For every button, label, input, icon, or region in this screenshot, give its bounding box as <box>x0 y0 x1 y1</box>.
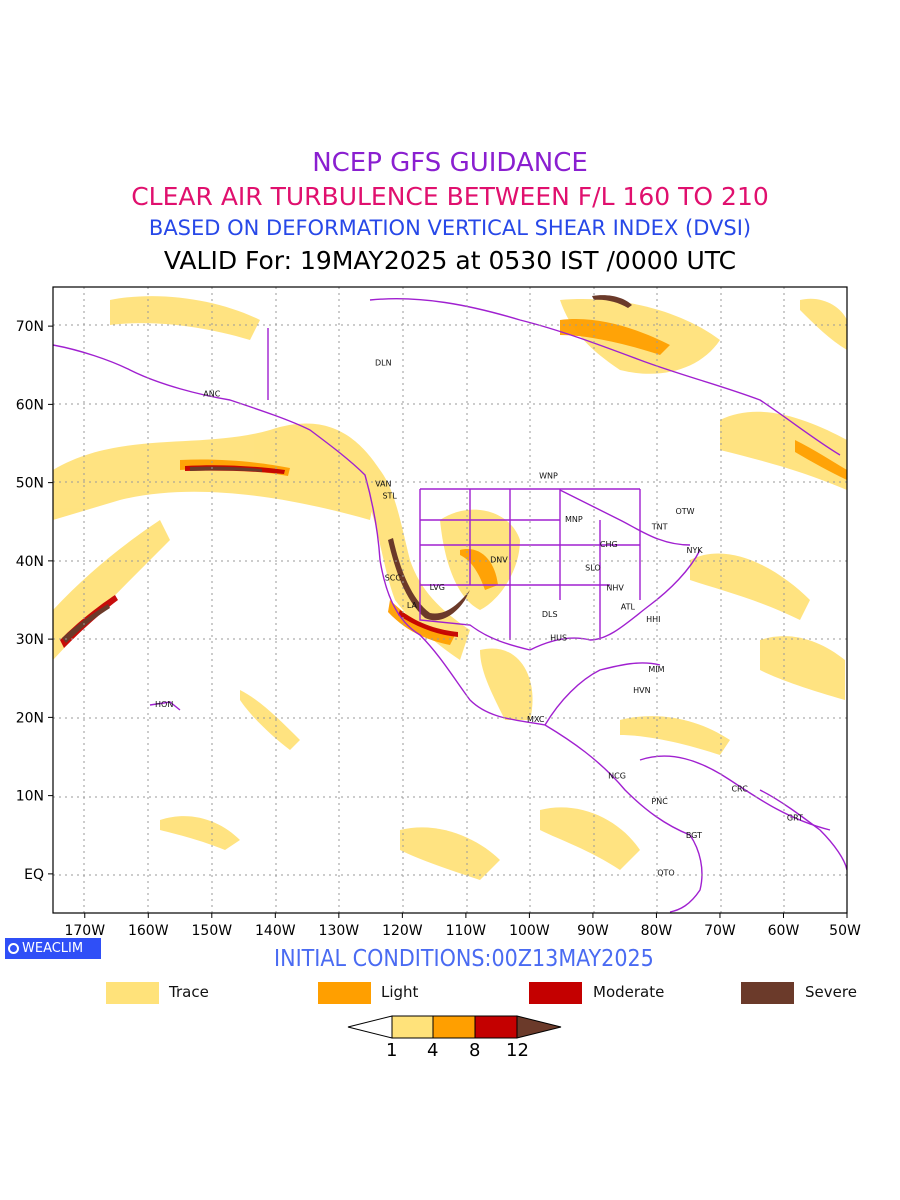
station-label-bgt: BGT <box>686 831 702 840</box>
station-label-crc: CRC <box>731 785 748 794</box>
station-label-otw: OTW <box>675 507 694 516</box>
lat-label: 20N <box>16 710 44 726</box>
station-label-tnt: TNT <box>651 523 668 532</box>
station-label-atl: ATL <box>621 602 636 611</box>
station-label-hus: HUS <box>550 634 567 643</box>
legend-label-trace: Trace <box>169 983 209 1001</box>
legend-swatch-severe <box>741 982 794 1004</box>
station-label-slo: SLO <box>585 563 601 572</box>
lon-label: 120W <box>382 923 423 939</box>
station-label-pnc: PNC <box>651 797 668 806</box>
station-label-nhv: NHV <box>606 584 624 593</box>
station-label-wnp: WNP <box>539 472 558 481</box>
lat-label: 60N <box>16 397 44 413</box>
lon-label: 150W <box>192 923 233 939</box>
station-label-mxc: MXC <box>527 715 545 724</box>
legend-label-severe: Severe <box>805 983 857 1001</box>
colorbar-low-arrow <box>347 1015 393 1039</box>
lat-label: 30N <box>16 632 44 648</box>
weaclim-logo: WEACLIM <box>5 938 101 959</box>
colorbar-tick-1: 1 <box>386 1040 398 1061</box>
lon-label: 70W <box>704 923 736 939</box>
legend-swatch-trace <box>106 982 159 1004</box>
title-line-3: BASED ON DEFORMATION VERTICAL SHEAR INDE… <box>148 216 752 240</box>
lon-label: 110W <box>446 923 487 939</box>
map-background <box>53 287 847 913</box>
station-label-ncg: NCG <box>608 771 626 780</box>
station-label-grt: GRT <box>787 814 803 823</box>
lat-label: EQ <box>24 867 44 883</box>
station-label-dls: DLS <box>542 610 558 619</box>
colorbar-tick-4: 4 <box>427 1040 439 1061</box>
station-label-stl: STL <box>382 491 397 500</box>
latitude-axis: 70N 60N 50N 40N 30N 20N 10N EQ <box>16 319 53 883</box>
initial-conditions: INITIAL CONDITIONS:00Z13MAY2025 <box>274 946 654 972</box>
station-label-scc: SCC <box>385 573 402 582</box>
station-label-van: VAN <box>375 480 391 489</box>
station-label-dnv: DNV <box>490 555 508 564</box>
station-label-hvn: HVN <box>633 686 650 695</box>
lat-label: 40N <box>16 554 44 570</box>
lon-label: 100W <box>509 923 550 939</box>
colorbar-light <box>432 1015 476 1039</box>
legend-label-moderate: Moderate <box>593 983 665 1001</box>
logo-text: WEACLIM <box>22 941 84 956</box>
station-label-hon: HON <box>155 700 173 709</box>
lon-label: 60W <box>768 923 800 939</box>
lat-label: 70N <box>16 319 44 335</box>
longitude-axis: 170W 160W 150W 140W 130W 120W 110W 100W 90W 80W 70… <box>64 913 861 939</box>
legend-label-light: Light <box>381 983 419 1001</box>
colorbar-tick-8: 8 <box>469 1040 481 1061</box>
lat-label: 10N <box>16 789 44 805</box>
station-label-lvg: LVG <box>430 583 445 592</box>
station-label-dln: DLN <box>375 358 392 367</box>
lon-label: 140W <box>255 923 296 939</box>
station-label-hhi: HHI <box>646 615 660 624</box>
lat-label: 50N <box>16 476 44 492</box>
station-label-nyk: NYK <box>686 546 703 555</box>
title-line-2: CLEAR AIR TURBULENCE BETWEEN F/L 160 TO … <box>131 182 769 211</box>
colorbar-severe-arrow <box>516 1015 562 1039</box>
lon-label: 130W <box>319 923 360 939</box>
colorbar-trace <box>391 1015 434 1039</box>
legend-swatch-light <box>318 982 371 1004</box>
lon-label: 160W <box>128 923 169 939</box>
station-labels: ANC DLN VAN STL WNP MNP OTW TNT CHG NYK DNV SLO SCC L… <box>155 358 803 877</box>
lon-label: 170W <box>64 923 105 939</box>
station-label-la: LA <box>407 601 418 610</box>
legend-swatch-moderate <box>529 982 582 1004</box>
country-borders <box>53 298 847 913</box>
lon-label: 50W <box>829 923 861 939</box>
colorbar <box>347 1015 562 1039</box>
colorbar-tick-12: 12 <box>506 1040 529 1061</box>
lon-label: 80W <box>641 923 673 939</box>
graticule <box>53 287 847 913</box>
title-line-1: NCEP GFS GUIDANCE <box>312 148 588 178</box>
station-label-qto: QTO <box>657 868 674 877</box>
station-label-anc: ANC <box>203 390 220 399</box>
logo-ring-icon <box>8 943 19 954</box>
title-valid-time: VALID For: 19MAY2025 at 0530 IST /0000 U… <box>163 246 737 275</box>
colorbar-moderate <box>474 1015 518 1039</box>
map-frame <box>52 286 848 914</box>
station-label-chg: CHG <box>600 540 618 549</box>
station-label-mnp: MNP <box>565 515 583 524</box>
lon-label: 90W <box>577 923 609 939</box>
station-label-mim: MIM <box>648 665 664 674</box>
